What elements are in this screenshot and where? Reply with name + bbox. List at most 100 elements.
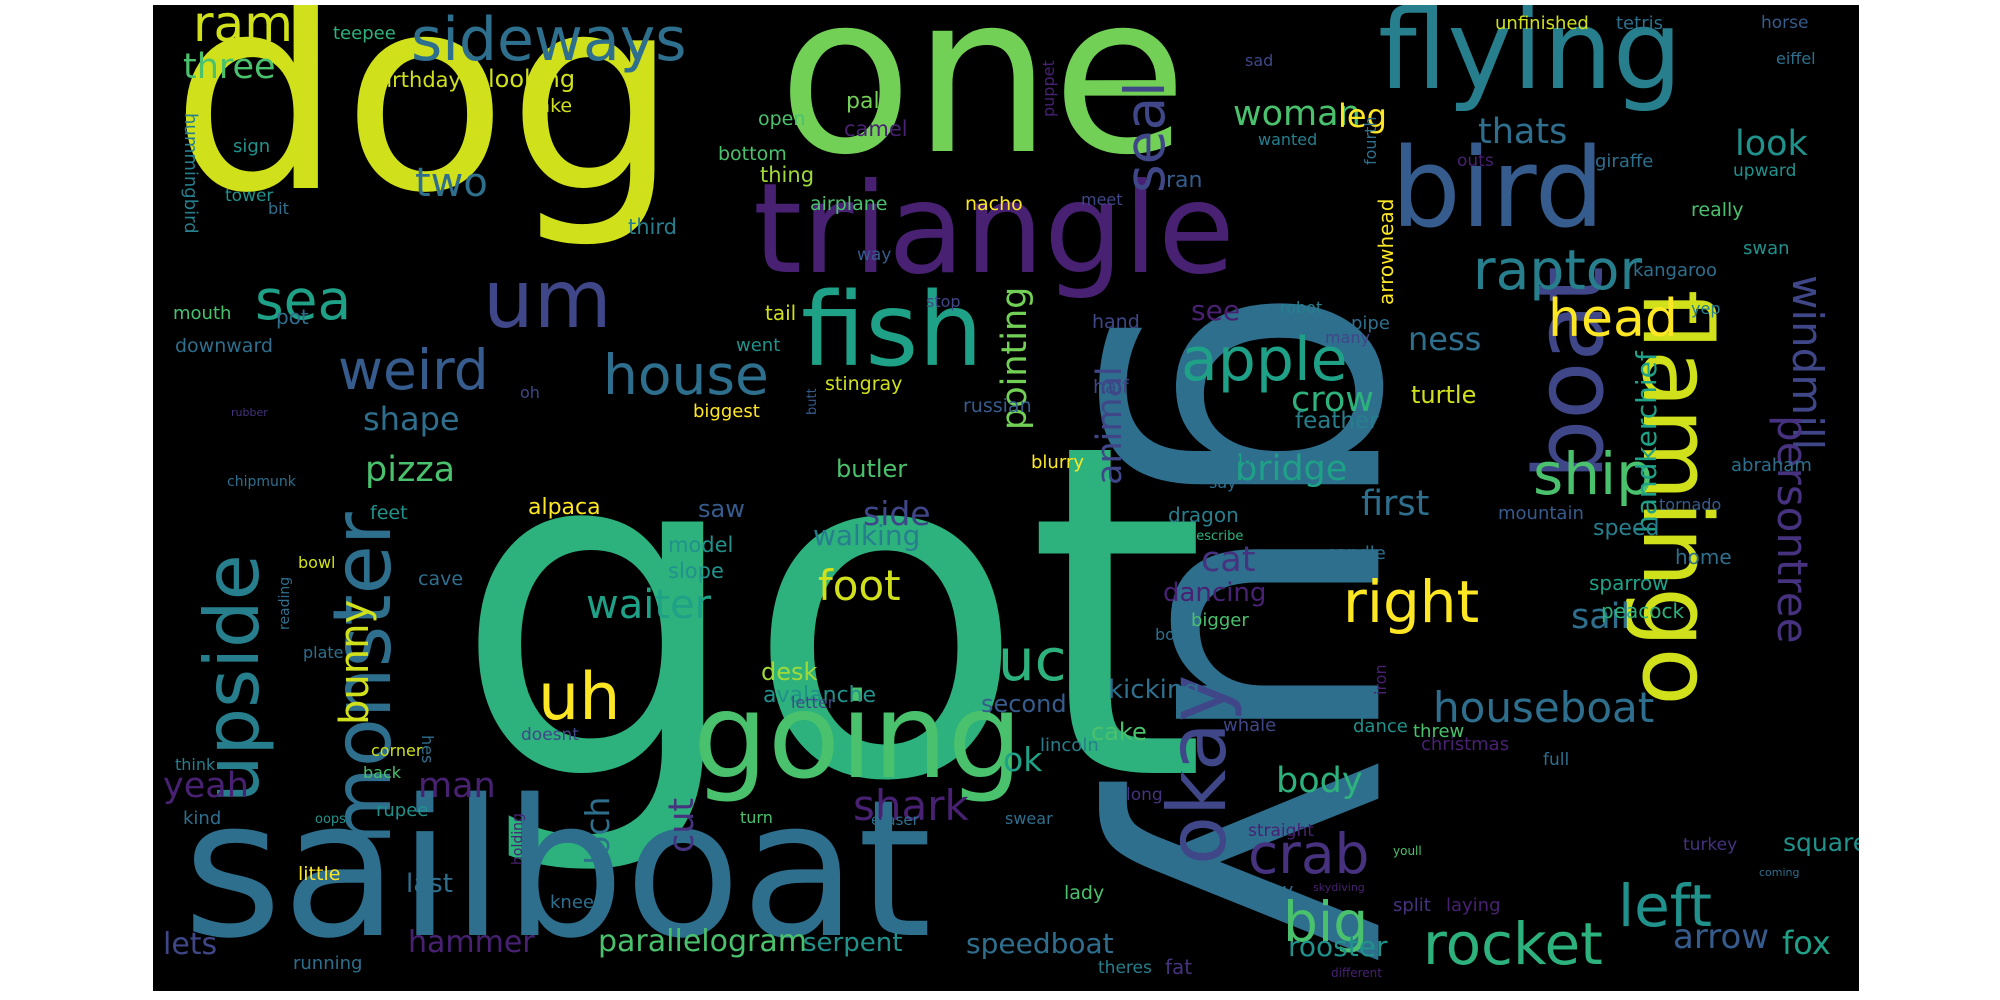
word: thing xyxy=(760,163,815,187)
word: little xyxy=(298,863,341,885)
word: fourth xyxy=(1361,116,1380,165)
word: desk xyxy=(761,658,818,686)
word: duck xyxy=(961,626,1101,694)
word: third xyxy=(628,215,677,239)
word: ok xyxy=(1003,740,1043,779)
word: youll xyxy=(1393,844,1422,858)
word: puppet xyxy=(1039,60,1058,117)
word: knees xyxy=(550,892,604,913)
word: whale xyxy=(1223,715,1277,736)
word: straight xyxy=(1248,821,1314,841)
word: first xyxy=(1361,484,1430,524)
word: dance xyxy=(1353,716,1408,737)
word: model xyxy=(668,533,734,557)
word: body xyxy=(1276,761,1363,801)
word: airplane xyxy=(810,193,888,215)
word: fat xyxy=(1165,955,1193,979)
word: head xyxy=(1548,289,1678,349)
word: candle xyxy=(1326,543,1386,564)
word: away xyxy=(1246,880,1294,901)
word: sparrow xyxy=(1589,571,1669,595)
word: eiffel xyxy=(1776,49,1816,68)
word: unfinished xyxy=(1495,13,1589,34)
word: horse xyxy=(1761,13,1809,33)
word: now xyxy=(1221,448,1255,467)
word: different xyxy=(1331,966,1382,980)
word: reading xyxy=(277,576,293,630)
word: side xyxy=(863,494,931,533)
word: cat xyxy=(1201,540,1256,580)
word: rooster xyxy=(1288,930,1388,963)
word: mountain xyxy=(1498,503,1584,524)
word: downward xyxy=(175,335,273,357)
word: boot xyxy=(1155,625,1192,644)
word: many xyxy=(1325,328,1370,347)
word: long xyxy=(1126,785,1163,805)
word: blurry xyxy=(1031,452,1084,473)
word: lady xyxy=(1064,882,1105,904)
word: pizza xyxy=(365,450,456,490)
word: woman xyxy=(1233,94,1361,134)
word: back xyxy=(363,763,402,782)
word: shape xyxy=(363,400,460,438)
word: um xyxy=(483,253,612,346)
word: got xyxy=(453,347,1207,882)
word-cloud: got guy dog one sailboat triangle going … xyxy=(153,5,1859,991)
word: russian xyxy=(963,395,1032,417)
word: say xyxy=(1209,473,1237,492)
word: seal xyxy=(1113,81,1177,193)
word: sea xyxy=(255,268,352,332)
word: really xyxy=(1691,199,1744,221)
word: half xyxy=(1093,376,1129,398)
word: ship xyxy=(1533,440,1653,508)
word: turtle xyxy=(1411,381,1477,409)
word: christmas xyxy=(1421,734,1510,755)
word: oh xyxy=(520,383,540,402)
word: camel xyxy=(844,117,908,141)
word: way xyxy=(857,245,892,265)
word: three xyxy=(183,47,276,87)
word: hammer xyxy=(408,925,535,960)
word: stingray xyxy=(825,373,903,395)
word: abraham xyxy=(1731,455,1812,476)
word: yeah xyxy=(163,766,249,806)
word: two xyxy=(415,160,488,206)
word: cave xyxy=(418,568,464,590)
word: waiter xyxy=(586,582,712,628)
word: ram xyxy=(193,5,293,53)
word: arrow xyxy=(1673,917,1770,957)
word: pipe xyxy=(1351,313,1390,334)
word: one xyxy=(778,5,1188,203)
word: right xyxy=(1343,568,1480,636)
word: arrowhead xyxy=(1374,198,1398,305)
word: speedboat xyxy=(966,927,1114,960)
word: left xyxy=(1618,872,1712,940)
word: houseboat xyxy=(1433,683,1655,732)
word: biggest xyxy=(693,401,760,422)
word: going xyxy=(693,667,1023,805)
word: plate xyxy=(303,643,344,662)
word: ness xyxy=(1408,320,1482,358)
word: describe xyxy=(1188,529,1244,544)
word: palm xyxy=(846,89,901,114)
word: walking xyxy=(813,519,921,552)
word: running xyxy=(293,953,363,974)
word: laying xyxy=(1446,895,1501,916)
word: nacho xyxy=(965,193,1023,215)
word: speed xyxy=(1593,516,1660,541)
word: last xyxy=(406,869,453,899)
word: looking xyxy=(488,65,576,93)
word: doesnt xyxy=(521,725,579,745)
word: went xyxy=(736,335,781,356)
word: rupee xyxy=(376,800,429,821)
word: robot xyxy=(1280,298,1323,317)
word: kangaroo xyxy=(1633,260,1718,281)
word: bridge xyxy=(1235,449,1348,489)
word: theres xyxy=(1098,958,1152,978)
word: parallelogram xyxy=(598,924,807,959)
word: square xyxy=(1783,828,1859,857)
word: open xyxy=(758,108,806,130)
word: persontree xyxy=(1768,415,1817,644)
word: hes xyxy=(418,735,437,764)
word: house xyxy=(603,343,769,407)
